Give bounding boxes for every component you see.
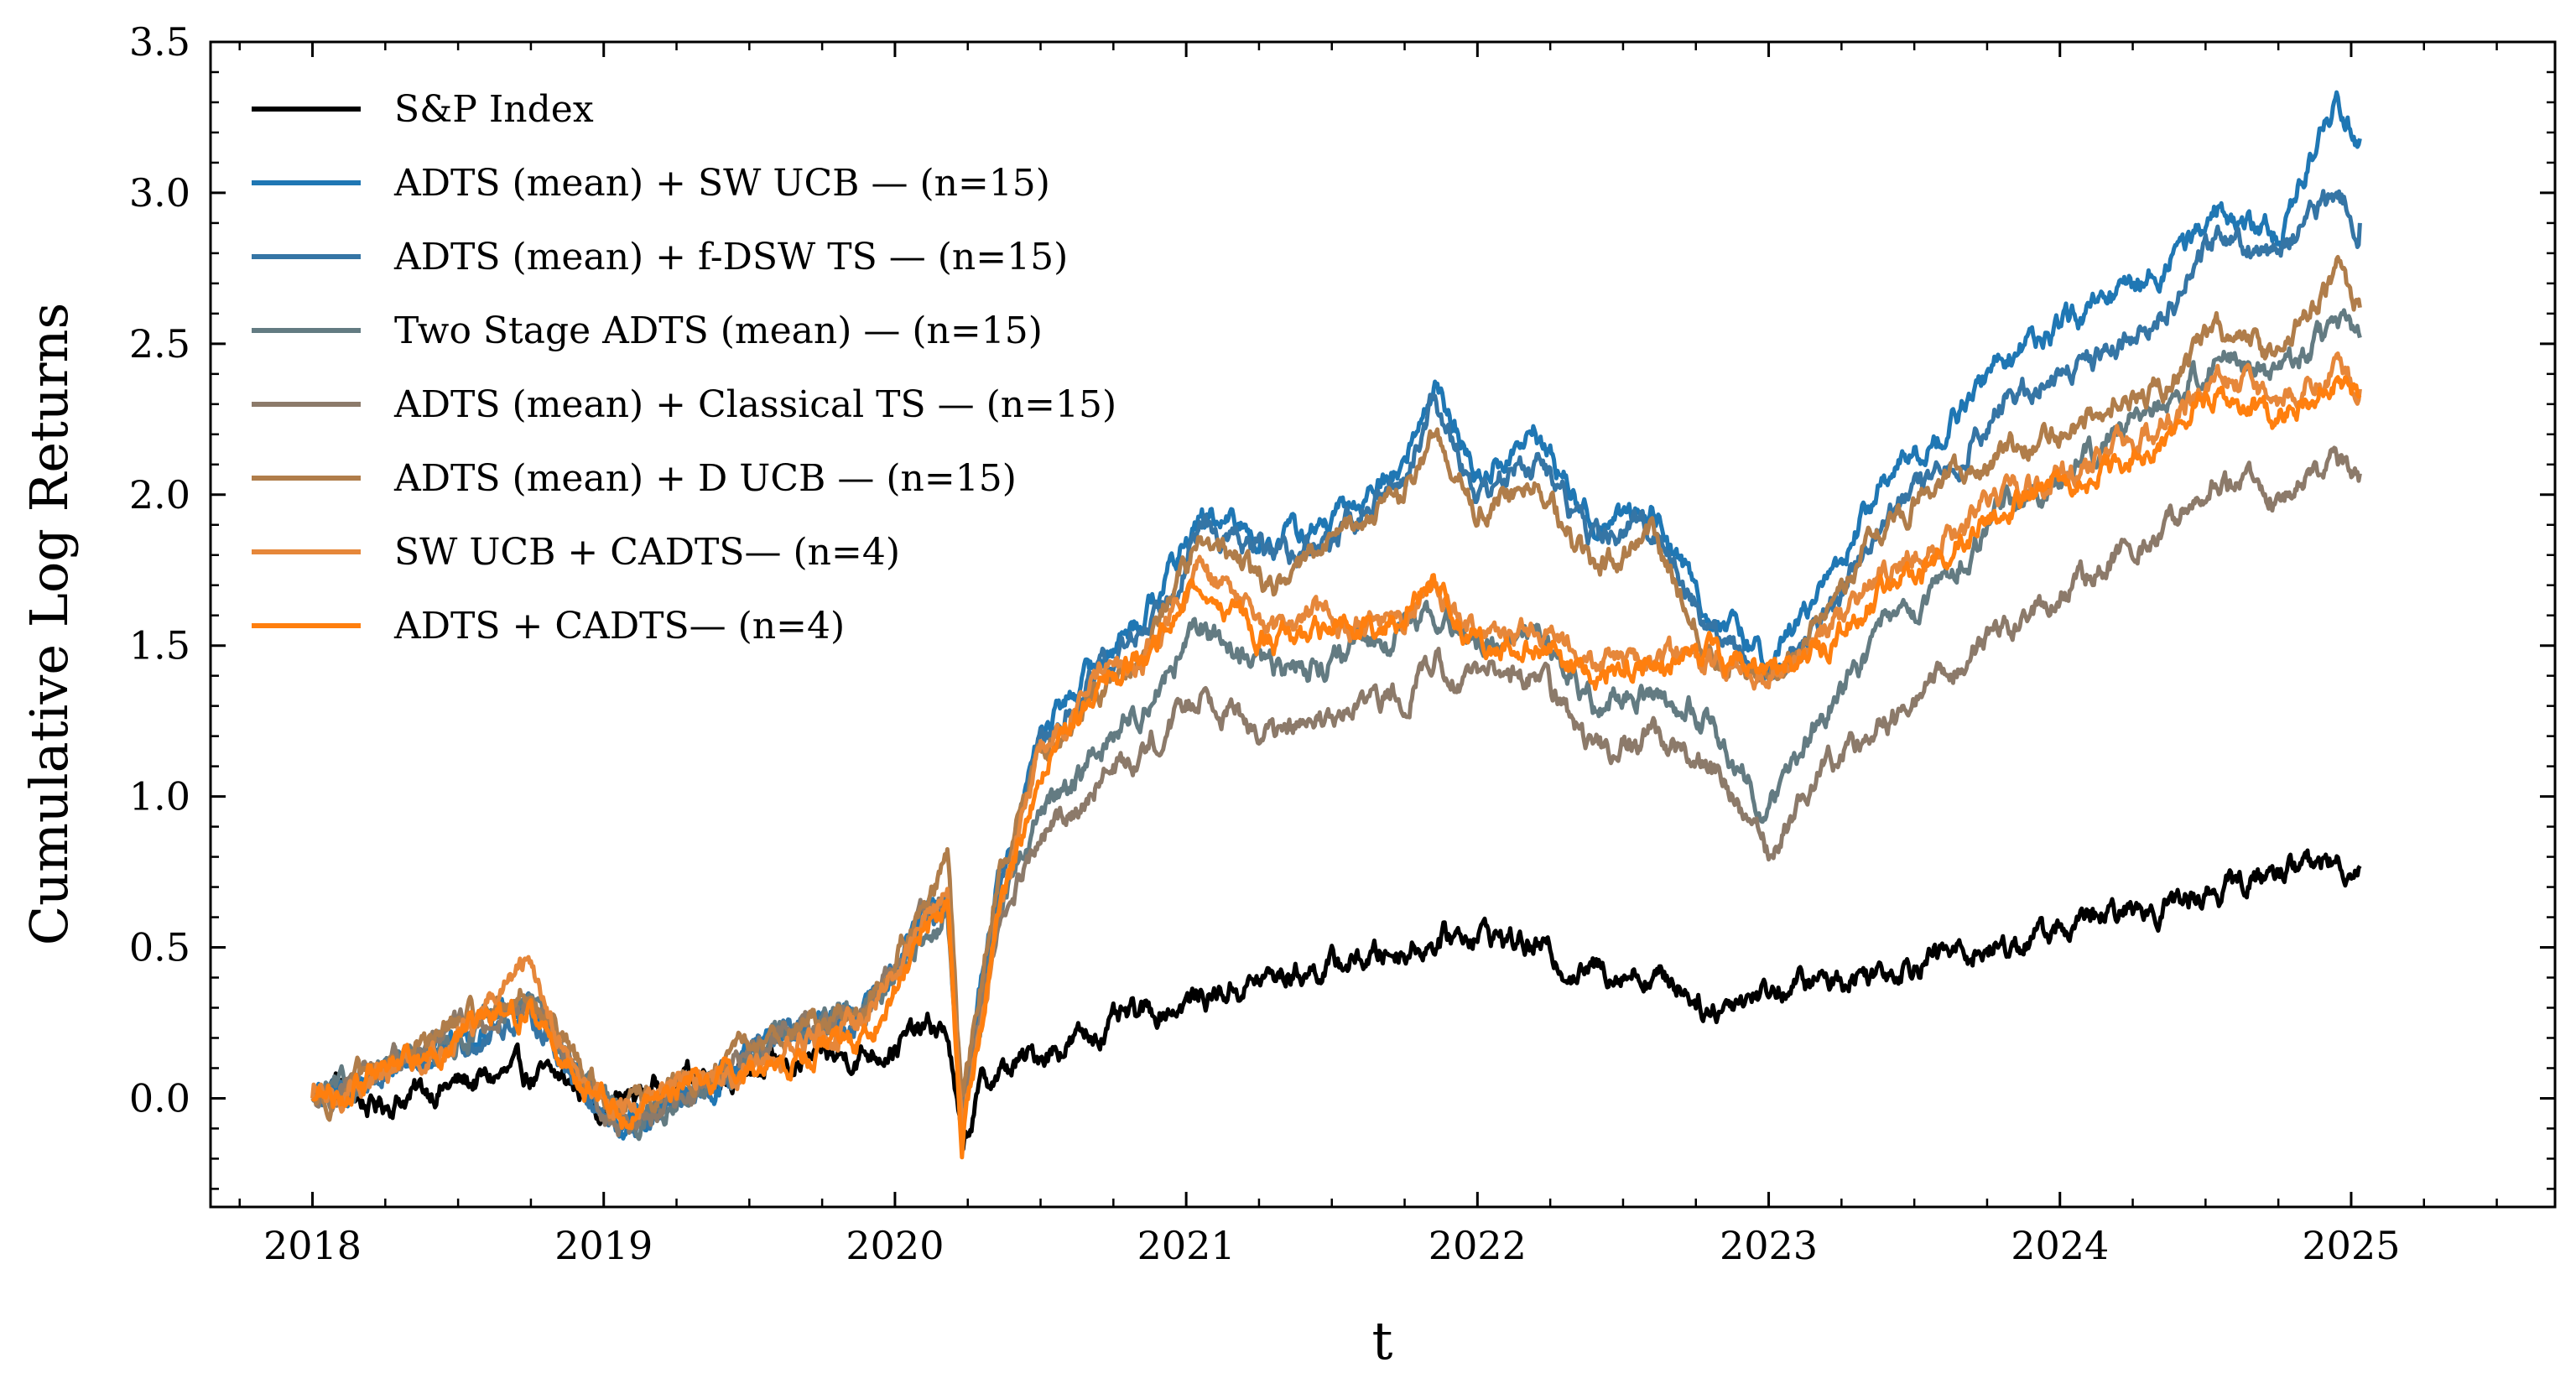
x-tick-label: 2019 [554, 1223, 653, 1268]
axes-layer: 2018 2019 2020 2021 2022 2023 2024 2025 0.0 0.5 1.… [129, 19, 2555, 1268]
legend-entry-label: ADTS (mean) + Classical TS — (n=15) [393, 383, 1116, 426]
legend-entry-label: Two Stage ADTS (mean) — (n=15) [394, 309, 1043, 352]
y-tick-label: 0.0 [129, 1075, 190, 1121]
y-tick-label: 3.0 [129, 170, 190, 216]
y-tick-label: 0.5 [129, 925, 190, 970]
x-tick-label: 2018 [263, 1223, 362, 1268]
legend: S&P Index ADTS (mean) + SW UCB — (n=15) AD… [252, 88, 1116, 648]
plot-frame [209, 40, 2557, 1209]
legend-entry-label: ADTS (mean) + SW UCB — (n=15) [393, 162, 1050, 205]
x-tick-label: 2020 [846, 1223, 944, 1268]
legend-entry-label: ADTS (mean) + f-DSW TS — (n=15) [393, 236, 1068, 278]
y-tick-label: 2.0 [129, 472, 190, 518]
x-tick-label: 2023 [1720, 1223, 1818, 1268]
x-tick-label: 2025 [2302, 1223, 2400, 1268]
x-tick-label: 2024 [2011, 1223, 2109, 1268]
x-tick-label: 2021 [1137, 1223, 1236, 1268]
x-axis-title: t [1372, 1310, 1393, 1371]
y-tick-label: 1.0 [129, 774, 190, 819]
legend-entry-label: S&P Index [394, 88, 594, 131]
series-line-7 [310, 375, 2362, 1160]
legend-entry-label: ADTS (mean) + D UCB — (n=15) [393, 457, 1017, 500]
series-line-5 [310, 254, 2362, 1122]
y-tick-label: 2.5 [129, 321, 190, 367]
x-tick-label: 2022 [1429, 1223, 1527, 1268]
series-layer [310, 90, 2362, 1160]
legend-entry-label: ADTS + CADTS— (n=4) [393, 605, 845, 648]
legend-entry-label: SW UCB + CADTS— (n=4) [394, 531, 900, 574]
y-tick-label: 3.5 [129, 19, 190, 65]
y-tick-label: 1.5 [129, 623, 190, 668]
y-axis-title: Cumulative Log Returns [18, 303, 80, 946]
series-line-0 [310, 848, 2362, 1152]
